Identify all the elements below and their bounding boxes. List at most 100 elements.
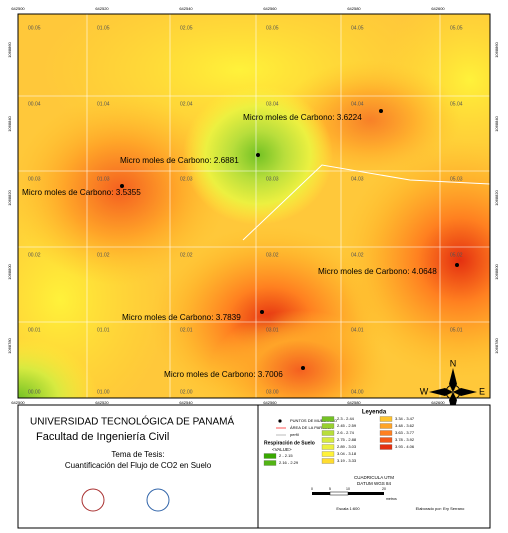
legend-raster-title: Respiración de Suelo [264, 440, 315, 446]
grid-label: 02.05 [180, 25, 193, 31]
coord-label: 642560 [263, 400, 277, 405]
legend-range: 2.75 - 2.88 [337, 437, 357, 442]
grid-label: 00.05 [28, 25, 41, 31]
coord-label: 642500 [11, 400, 25, 405]
point-label-text: Micro moles de Carbono: [164, 370, 255, 379]
legend-profile: perfil [290, 432, 299, 437]
point-label: Micro moles de Carbono: 2.6881 [120, 156, 239, 165]
legend-range: 3.48 - 3.62 [395, 423, 415, 428]
grid-label: 01.04 [97, 101, 110, 107]
legend-box [257, 404, 491, 529]
legend-area: ÁREA DE LA PARCELA [290, 425, 333, 430]
legend-swatch [321, 444, 335, 450]
grid-label: 05.05 [450, 25, 463, 31]
coord-label: 1068800 [494, 263, 499, 279]
legend-swatch [263, 453, 277, 459]
legend-swatch [379, 423, 393, 429]
logo-utp [81, 488, 105, 512]
point-value: 3.6224 [337, 113, 362, 122]
topic: Cuantificación del Flujo de CO2 en Suelo [65, 461, 212, 470]
grid-label: 02.01 [180, 327, 193, 333]
scale-bar [329, 491, 349, 496]
legend-range: 3.63 - 3.77 [395, 430, 415, 435]
grid-label: 02.03 [180, 176, 193, 182]
legend-range: 3.93 - 4.06 [395, 444, 415, 449]
point-label-text: Micro moles de Carbono: [243, 113, 334, 122]
coord-label: 1068780 [7, 337, 12, 353]
point-label-text: Micro moles de Carbono: [22, 188, 113, 197]
grid-label: 05.02 [450, 252, 463, 258]
coord-label: 1068840 [7, 115, 12, 131]
compass-e: E [479, 386, 485, 396]
legend-range: 3.19 - 3.33 [337, 458, 357, 463]
legend: Leyenda PUNTOS DE MUESTREO ÁREA DE LA PA… [263, 410, 465, 511]
coord-label: 642520 [95, 400, 109, 405]
legend-range: 3.78 - 3.92 [395, 437, 415, 442]
point-value: 2.6881 [214, 156, 239, 165]
grid: 00.05 01.05 02.05 03.05 04.05 05.05 00.04 01.04… [7, 6, 499, 405]
surface [18, 14, 490, 398]
grid-label: 03.05 [266, 25, 279, 31]
grid-label: 02.00 [180, 389, 193, 395]
coord-label: 642500 [11, 6, 25, 11]
legend-title: Leyenda [362, 410, 387, 416]
sample-point [120, 184, 124, 188]
coord-label: 1068800 [7, 263, 12, 279]
coord-label: 1068860 [7, 41, 12, 57]
coord-label: 1068840 [494, 115, 499, 131]
legend-point-symbol [278, 419, 282, 423]
legend-range: 2.45 - 2.59 [337, 423, 357, 428]
scale: Escala 1:600 [336, 506, 360, 511]
legend-swatch [379, 444, 393, 450]
legend-swatch [321, 451, 335, 457]
coord-label: 1068820 [494, 189, 499, 205]
legend-swatch [321, 430, 335, 436]
legend-swatch [321, 416, 335, 422]
legend-range: 3.04 - 3.18 [337, 451, 357, 456]
scale-tick: 10 [346, 487, 350, 491]
sample-point [256, 153, 260, 157]
logo-fic [146, 488, 170, 512]
scale-tick: 20 [382, 487, 386, 491]
legend-swatch [379, 437, 393, 443]
grid-label: 02.02 [180, 252, 193, 258]
point-label-text: Micro moles de Carbono: [122, 313, 213, 322]
point-label-text: Micro moles de Carbono: [318, 267, 409, 276]
point-label: Micro moles de Carbono: 3.6224 [243, 113, 362, 122]
grid-label: 01.01 [97, 327, 110, 333]
legend-range: 2.6 - 2.74 [337, 430, 355, 435]
grid-label: 01.02 [97, 252, 110, 258]
author: Elaborado por: Ery Serrano [416, 506, 465, 511]
grid-label: 00.04 [28, 101, 41, 107]
coord-label: 1068780 [494, 337, 499, 353]
grid-label: 04.05 [351, 25, 364, 31]
point-value: 3.7006 [258, 370, 283, 379]
legend-swatch [321, 437, 335, 443]
point-label: Micro moles de Carbono: 3.5355 [22, 188, 141, 197]
grid-label: 02.04 [180, 101, 193, 107]
sample-point [260, 310, 264, 314]
title-box [17, 404, 259, 529]
point-label: Micro moles de Carbono: 3.7839 [122, 313, 241, 322]
university: UNIVERSIDAD TECNOLÓGICA DE PANAMÁ [30, 415, 234, 428]
grid-label: 04.02 [351, 252, 364, 258]
coord-label: 642540 [179, 6, 193, 11]
legend-raster-field: <VALUE> [272, 447, 292, 452]
point-value: 3.7839 [216, 313, 241, 322]
legend-swatch [321, 423, 335, 429]
legend-range: 2.3 - 2.44 [337, 416, 355, 421]
sample-point [379, 109, 383, 113]
scale-unit: metros [386, 497, 397, 501]
grid-label: 00.03 [28, 176, 41, 182]
grid-label: 04.01 [351, 327, 364, 333]
grid-label: 04.00 [351, 389, 364, 395]
grid-label: 04.03 [351, 176, 364, 182]
scale-tick: 0 [311, 487, 313, 491]
compass-n: N [450, 358, 457, 368]
point-value: 3.5355 [116, 188, 141, 197]
scale-bar [348, 492, 384, 495]
legend-swatch [379, 430, 393, 436]
grid-label: 04.04 [351, 101, 364, 107]
